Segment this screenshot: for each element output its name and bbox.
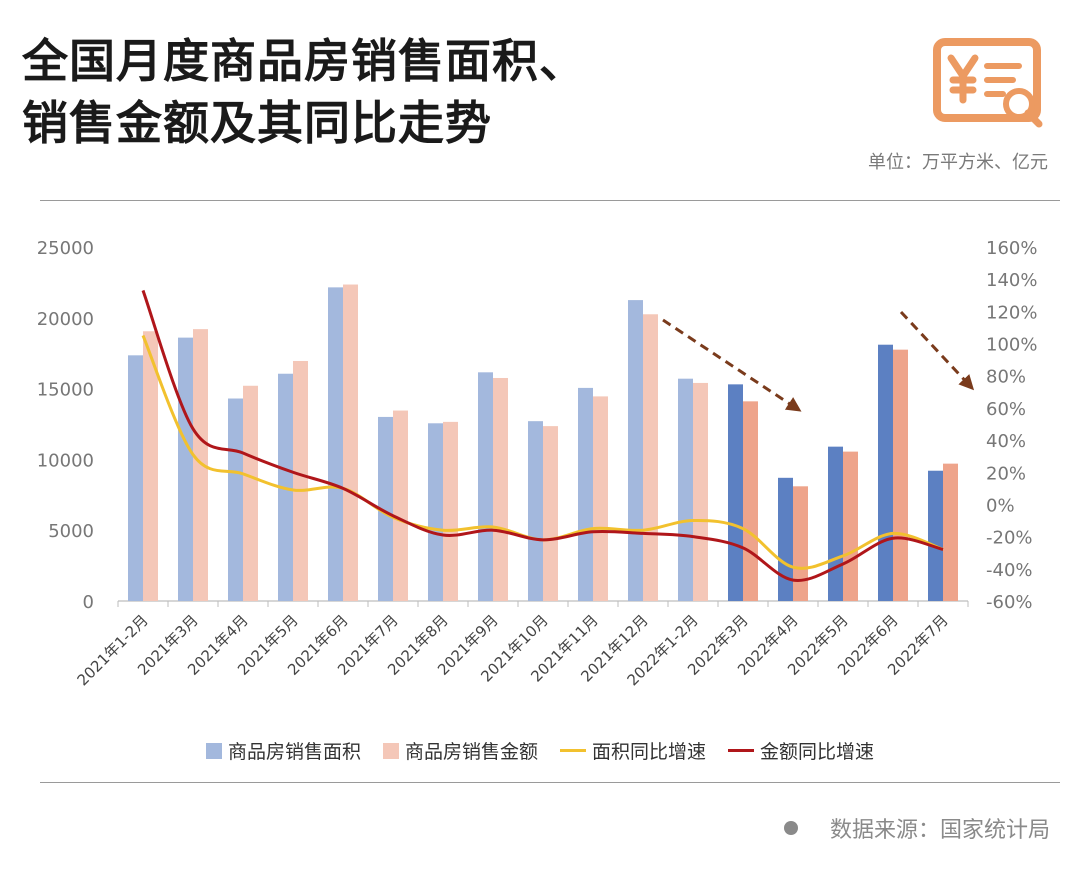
y-right-tick-label: 160%	[986, 238, 1037, 259]
legend-swatch-amount	[382, 742, 399, 759]
y-left-tick-label: 10000	[37, 450, 94, 471]
y-left-tick-label: 0	[83, 592, 94, 613]
bar-amount	[443, 421, 458, 601]
bottom-divider	[40, 782, 1060, 783]
y-right-tick-label: 140%	[986, 270, 1037, 291]
legend-item-area: 商品房销售面积	[205, 737, 361, 764]
bar-area	[678, 378, 693, 601]
bar-amount	[693, 382, 708, 601]
y-right-tick-label: -40%	[986, 560, 1033, 581]
source-text: 数据来源：国家统计局	[829, 818, 1050, 843]
y-left-tick-label: 25000	[37, 238, 94, 259]
legend-item-amount: 商品房销售金额	[382, 737, 538, 764]
y-left-tick-label: 20000	[37, 309, 94, 330]
y-right-tick-label: 20%	[986, 463, 1026, 484]
trend-arrow-1	[662, 318, 802, 412]
bar-area	[328, 287, 343, 601]
bar-area	[928, 470, 943, 601]
bar-amount	[543, 426, 558, 601]
legend-swatch-amount-growth	[728, 749, 755, 752]
y-left-tick-label: 15000	[37, 380, 94, 401]
legend-swatch-area	[205, 742, 222, 759]
bar-area	[778, 477, 793, 601]
bar-amount	[393, 410, 408, 601]
bar-area	[828, 446, 843, 601]
x-tick-label: 2021年1-2月	[74, 611, 152, 689]
unit-label: 单位：万平方米、亿元	[868, 152, 1048, 173]
bar-amount	[593, 396, 608, 601]
trend-arrow-2	[899, 310, 975, 391]
legend-item-amount-growth: 金额同比增速	[728, 737, 874, 764]
y-right-tick-label: 120%	[986, 302, 1037, 323]
legend-label-amount-growth: 金额同比增速	[760, 741, 875, 763]
bar-amount	[793, 486, 808, 601]
chart-canvas: 0 5000 10000 15000 20000 25000 -60% -40% -20% 0% 2…	[37, 238, 1038, 689]
bar-amount	[643, 314, 658, 601]
bar-amount	[493, 377, 508, 601]
chart-legend: 商品房销售面积 商品房销售金额 面积同比增速 金额同比增速	[0, 737, 1080, 764]
bar-amount	[143, 331, 158, 601]
legend-label-area: 商品房销售面积	[227, 741, 361, 763]
bar-amount	[893, 349, 908, 601]
y-left-tick-label: 5000	[48, 521, 94, 542]
bar-area	[378, 416, 393, 601]
title-line-1: 全国月度商品房销售面积、	[22, 34, 586, 88]
bar-area	[478, 372, 493, 601]
bar-area	[228, 398, 243, 601]
bar-area	[728, 384, 743, 601]
bar-area	[628, 300, 643, 601]
bar-amount	[343, 284, 358, 601]
bar-area	[578, 387, 593, 601]
bar-amount	[943, 463, 958, 601]
bar-amount	[743, 401, 758, 601]
bar-area	[128, 355, 143, 601]
line-amount-growth	[141, 289, 944, 582]
bar-amount	[293, 360, 308, 601]
y-right-tick-label: 0%	[986, 495, 1015, 516]
y-right-tick-label: 80%	[986, 367, 1026, 388]
y-right-tick-label: 60%	[986, 399, 1026, 420]
yen-document-search-icon	[933, 38, 1043, 128]
y-right-tick-label: -60%	[986, 592, 1033, 613]
legend-swatch-area-growth	[560, 749, 586, 752]
bar-area	[428, 423, 443, 601]
legend-label-amount: 商品房销售金额	[404, 741, 538, 763]
bullet-dot-icon	[783, 821, 798, 835]
y-right-tick-label: 100%	[986, 335, 1037, 356]
legend-item-area-growth: 面积同比增速	[560, 737, 706, 764]
bar-amount	[193, 329, 208, 601]
title-line-2: 销售金额及其同比走势	[22, 96, 492, 150]
bar-area	[178, 337, 193, 601]
top-divider	[40, 200, 1060, 201]
chart-title: 全国月度商品房销售面积、 销售金额及其同比走势	[22, 30, 586, 154]
bar-area	[878, 344, 893, 601]
bar-area	[528, 421, 543, 601]
bar-amount	[843, 451, 858, 601]
y-right-tick-label: 40%	[986, 431, 1026, 452]
y-right-tick-label: -20%	[986, 528, 1033, 549]
source-note: 数据来源：国家统计局	[783, 812, 1050, 844]
bar-amount	[243, 385, 258, 601]
legend-label-area-growth: 面积同比增速	[592, 741, 707, 763]
